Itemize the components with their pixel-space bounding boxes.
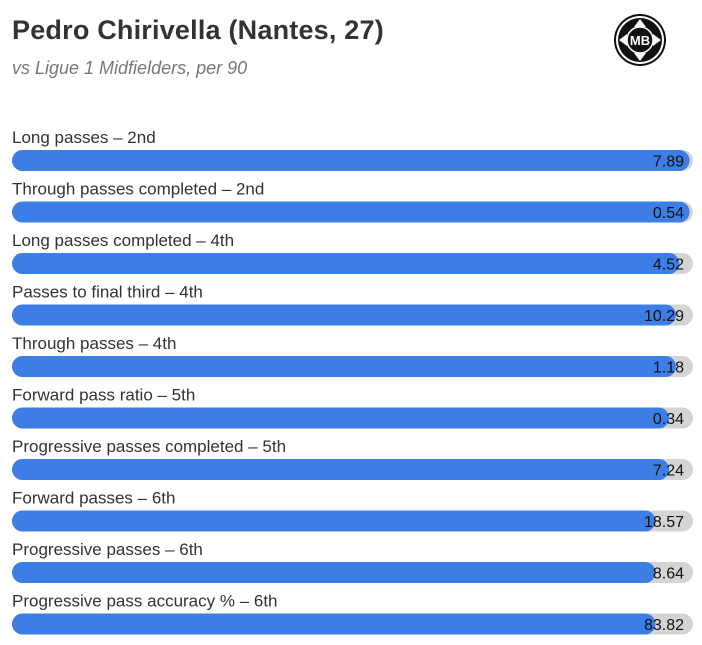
metric-label: Progressive pass accuracy % – 6th xyxy=(12,592,278,611)
bar-value-label: 8.64 xyxy=(653,566,684,583)
chart-subtitle: vs Ligue 1 Midfielders, per 90 xyxy=(12,58,248,78)
bar-value-label: 0.34 xyxy=(653,411,684,428)
metric-label: Long passes – 2nd xyxy=(12,128,156,147)
mb-badge-icon: MB xyxy=(614,14,666,66)
metric-label: Long passes completed – 4th xyxy=(12,231,234,250)
metric-label: Forward passes – 6th xyxy=(12,489,175,508)
metric-label: Forward pass ratio – 5th xyxy=(12,386,195,405)
chart-title: Pedro Chirivella (Nantes, 27) xyxy=(12,15,384,45)
bar xyxy=(12,407,670,429)
bar-value-label: 1.18 xyxy=(653,360,684,377)
bar xyxy=(12,253,680,274)
bar-value-label: 7.89 xyxy=(653,154,684,171)
bar-value-label: 4.52 xyxy=(653,257,684,274)
metric-label: Through passes – 4th xyxy=(12,334,176,353)
bar-value-label: 7.24 xyxy=(653,463,684,480)
bar xyxy=(12,356,676,377)
bar-value-label: 83.82 xyxy=(644,617,684,634)
bar-value-label: 10.29 xyxy=(644,308,684,325)
metric-label: Passes to final third – 4th xyxy=(12,283,203,302)
bar xyxy=(12,150,690,171)
bar-value-label: 0.54 xyxy=(653,205,684,222)
bar xyxy=(12,562,656,583)
bar xyxy=(12,613,656,635)
bar-value-label: 18.57 xyxy=(644,514,684,531)
metric-label: Through passes completed – 2nd xyxy=(12,180,264,199)
metric-label: Progressive passes – 6th xyxy=(12,540,203,559)
logo-text: MB xyxy=(630,33,650,48)
metric-label: Progressive passes completed – 5th xyxy=(12,437,286,456)
bar xyxy=(12,510,656,532)
bar xyxy=(12,304,676,326)
bar xyxy=(12,201,690,223)
bar xyxy=(12,459,670,480)
